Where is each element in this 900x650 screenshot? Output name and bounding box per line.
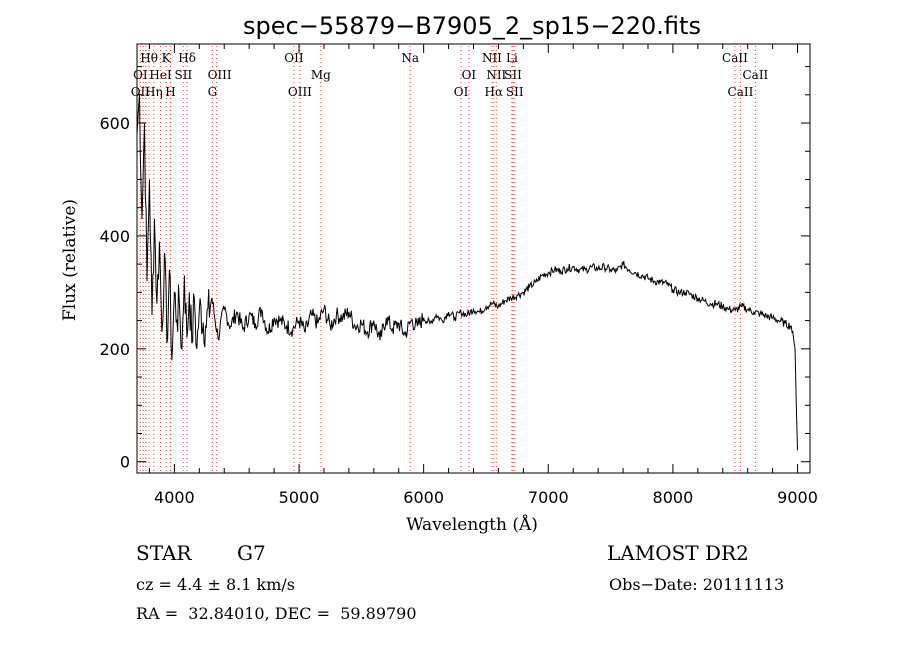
line-label: Na bbox=[401, 51, 419, 65]
x-axis-label: Wavelength (Å) bbox=[406, 514, 538, 535]
y-tick-label: 400 bbox=[99, 227, 130, 246]
observation-date: Obs−Date: 20111113 bbox=[609, 575, 785, 594]
line-label: CaII bbox=[728, 85, 754, 99]
line-label: Hα bbox=[485, 85, 504, 99]
x-tick-label: 8000 bbox=[653, 488, 694, 507]
line-label: H bbox=[165, 85, 175, 99]
axis-ticks: 4000 5000 6000 7000 8000 9000 0 200 400 600 bbox=[99, 44, 818, 507]
line-label: K bbox=[162, 51, 172, 65]
line-label: OII bbox=[284, 51, 304, 65]
line-label: OII bbox=[131, 85, 151, 99]
x-tick-label: 5000 bbox=[279, 488, 320, 507]
line-label: OIII bbox=[208, 68, 232, 82]
object-class: STAR bbox=[136, 541, 192, 565]
redshift-readout: cz = 4.4 ± 8.1 km/s bbox=[136, 575, 295, 594]
chart-title: spec−55879−B7905_2_sp15−220.fits bbox=[243, 12, 701, 40]
line-label: OI bbox=[462, 68, 477, 82]
survey-name: LAMOST DR2 bbox=[607, 541, 749, 565]
x-tick-label: 6000 bbox=[403, 488, 444, 507]
line-label: Hθ bbox=[140, 51, 158, 65]
line-markers bbox=[139, 46, 756, 471]
line-label: OIII bbox=[288, 85, 312, 99]
y-axis-label: Flux (relative) bbox=[60, 199, 80, 321]
line-label: OI bbox=[454, 85, 469, 99]
line-label: G bbox=[208, 85, 218, 99]
line-label: Hη bbox=[145, 85, 163, 99]
y-tick-label: 0 bbox=[120, 453, 130, 472]
line-label: CaII bbox=[722, 51, 748, 65]
line-label: SII bbox=[504, 68, 522, 82]
coordinates-readout: RA = 32.84010, DEC = 59.89790 bbox=[136, 604, 417, 623]
x-tick-label: 4000 bbox=[154, 488, 195, 507]
line-label: NII bbox=[482, 51, 502, 65]
line-label: HeI bbox=[149, 68, 172, 82]
line-label: Li bbox=[506, 51, 518, 65]
line-label: OI bbox=[133, 68, 148, 82]
y-tick-label: 600 bbox=[99, 114, 130, 133]
series-line-spectrum bbox=[136, 94, 798, 451]
y-tick-label: 200 bbox=[99, 340, 130, 359]
line-label: CaII bbox=[742, 68, 768, 82]
line-label: SII bbox=[506, 85, 524, 99]
x-tick-label: 9000 bbox=[777, 488, 818, 507]
x-tick-label: 7000 bbox=[528, 488, 569, 507]
line-label: Mg bbox=[311, 68, 331, 82]
plot-frame bbox=[136, 43, 811, 474]
line-label: SII bbox=[175, 68, 193, 82]
object-subclass: G7 bbox=[237, 541, 266, 565]
line-label: NII bbox=[486, 68, 506, 82]
line-label: Hδ bbox=[178, 51, 196, 65]
